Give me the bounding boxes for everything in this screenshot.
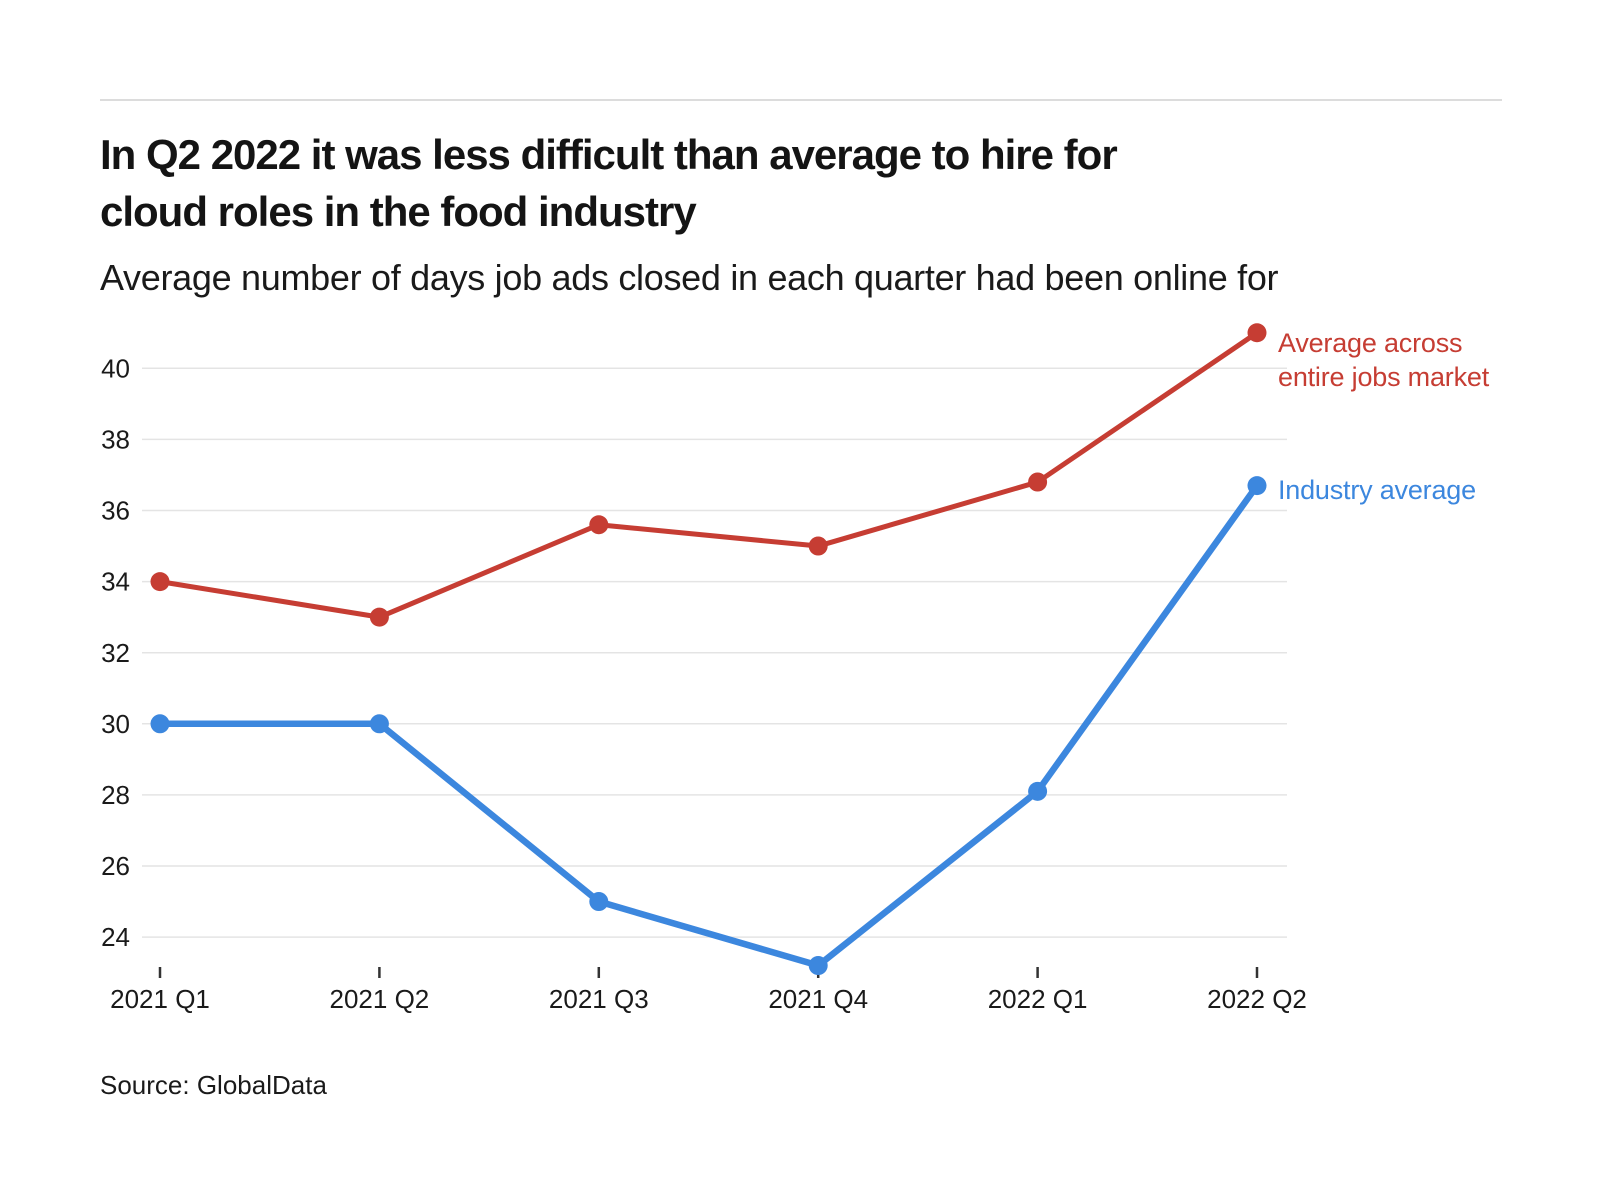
series-line-industry — [156, 482, 1261, 969]
y-axis-label: 36 — [101, 496, 130, 526]
y-axis-label: 34 — [101, 567, 130, 597]
data-point-industry — [1028, 781, 1048, 801]
y-axis-label: 26 — [101, 851, 130, 881]
y-axis-label: 38 — [101, 425, 130, 455]
x-axis-label: 2022 Q2 — [1207, 984, 1307, 1014]
data-point-market — [1028, 472, 1048, 492]
y-axis-label: 40 — [101, 353, 130, 383]
chart-title-line1: In Q2 2022 it was less difficult than av… — [100, 131, 1118, 178]
y-axis-label: 24 — [101, 922, 130, 952]
source-credit: Source: GlobalData — [100, 1070, 327, 1100]
data-point-market — [589, 515, 609, 535]
data-point-industry — [369, 714, 389, 734]
y-axis-label: 32 — [101, 638, 130, 668]
x-axis-label: 2021 Q3 — [549, 984, 649, 1014]
data-point-industry — [589, 892, 609, 912]
data-point-industry — [1247, 476, 1267, 496]
y-axis-label: 28 — [101, 780, 130, 810]
data-point-market — [150, 572, 170, 592]
data-point-market — [369, 607, 389, 627]
x-axis-label: 2021 Q4 — [768, 984, 868, 1014]
data-point-industry — [808, 956, 828, 976]
x-axis-label: 2021 Q2 — [330, 984, 430, 1014]
chart-subtitle: Average number of days job ads closed in… — [100, 257, 1279, 298]
x-axis-label: 2022 Q1 — [988, 984, 1088, 1014]
data-point-market — [1247, 323, 1267, 343]
chart-title: In Q2 2022 it was less difficult than av… — [100, 126, 1118, 240]
y-axis-label: 30 — [101, 709, 130, 739]
legend-label-market: Average across entire jobs market — [1278, 328, 1489, 392]
data-point-market — [808, 536, 828, 556]
top-divider — [100, 99, 1502, 101]
legend-label-industry: Industry average — [1278, 475, 1476, 505]
series-line-market — [157, 330, 1260, 620]
chart-title-line2: cloud roles in the food industry — [100, 188, 697, 235]
x-axis-label: 2021 Q1 — [110, 984, 210, 1014]
data-point-industry — [150, 714, 170, 734]
